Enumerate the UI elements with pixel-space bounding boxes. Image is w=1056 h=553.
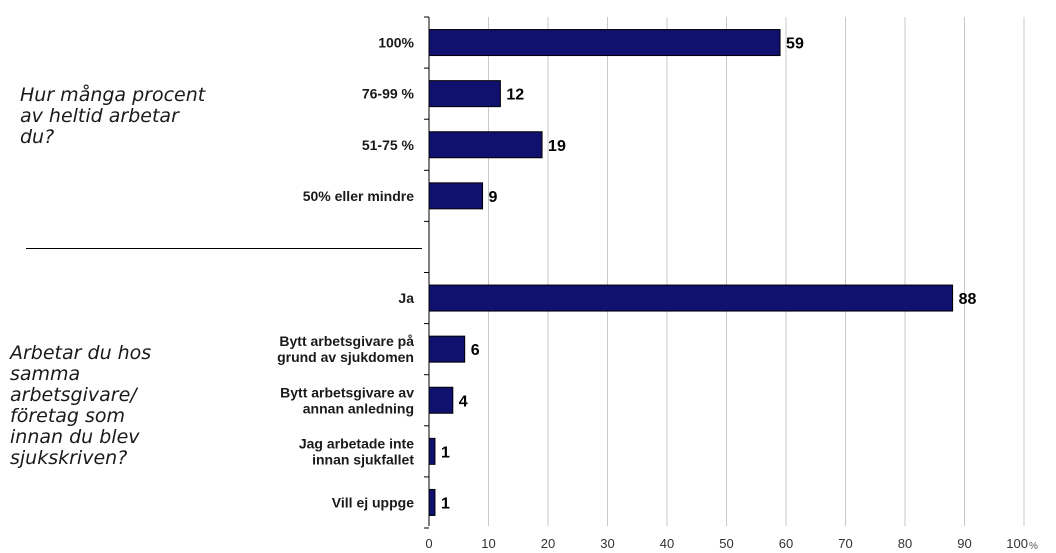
category-label: 50% eller mindre <box>303 188 414 204</box>
x-tick-label: 50 <box>719 536 733 551</box>
question-1-label: Hur många procent av heltid arbetar du? <box>20 84 206 148</box>
bar <box>428 29 781 57</box>
data-label: 4 <box>459 393 468 410</box>
x-tick-label: 90 <box>957 536 971 551</box>
data-label: 19 <box>548 138 566 155</box>
data-label: 1 <box>441 444 450 461</box>
section-divider <box>26 248 422 249</box>
bar <box>428 488 436 516</box>
bar <box>428 182 484 210</box>
category-label: 100% <box>378 35 414 51</box>
bar <box>428 437 436 465</box>
data-label: 12 <box>506 87 524 104</box>
data-label: 6 <box>471 342 480 359</box>
x-tick-label: 80 <box>898 536 912 551</box>
x-tick-label: 10 <box>481 536 495 551</box>
x-tick-label: 60 <box>779 536 793 551</box>
x-tick-label: 70 <box>838 536 852 551</box>
x-tick-label: 20 <box>541 536 555 551</box>
category-label: 51-75 % <box>362 137 415 153</box>
bar <box>428 284 954 312</box>
category-label: Ja <box>398 290 414 306</box>
question-2-label: Arbetar du hos samma arbetsgivare/ föret… <box>10 342 152 469</box>
category-label: 76-99 % <box>362 86 415 102</box>
category-label: Vill ej uppge <box>332 494 414 510</box>
x-tick-label: 0 <box>425 536 432 551</box>
data-label: 1 <box>441 495 450 512</box>
bar <box>428 80 501 108</box>
data-label: 59 <box>786 36 804 53</box>
category-label: Bytt arbetsgivare av <box>280 384 414 400</box>
data-label: 88 <box>959 291 977 308</box>
bar <box>428 131 543 159</box>
x-tick-label: 30 <box>600 536 614 551</box>
category-label: annan anledning <box>303 400 414 416</box>
x-tick-label: 40 <box>660 536 674 551</box>
x-tick-label: 100 <box>1006 536 1028 551</box>
data-label: 9 <box>489 189 498 206</box>
category-label: innan sjukfallet <box>312 451 414 467</box>
x-unit-label: % <box>1029 541 1038 552</box>
category-label: grund av sjukdomen <box>277 349 414 365</box>
bar <box>428 386 454 414</box>
bar <box>428 335 466 363</box>
category-label: Bytt arbetsgivare på <box>279 333 414 349</box>
category-label: Jag arbetade inte <box>299 435 414 451</box>
